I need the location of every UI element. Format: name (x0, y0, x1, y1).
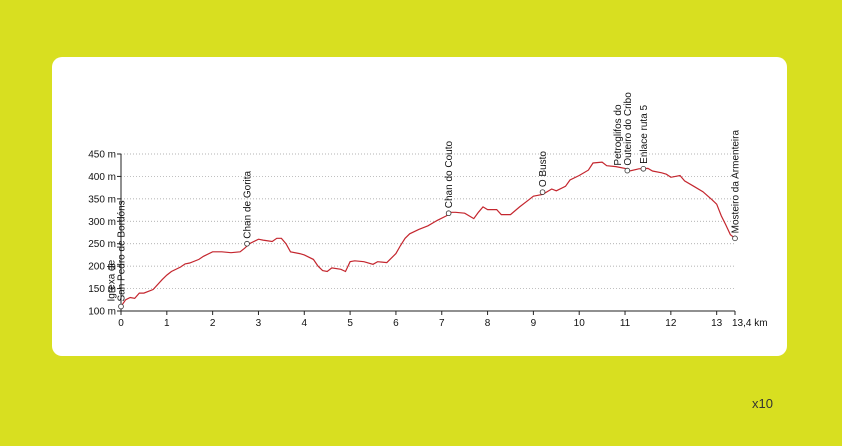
poi-marker (624, 167, 631, 174)
y-tick-label: 200 m (88, 262, 116, 273)
poi-marker (732, 235, 738, 242)
elevation-profile-chart: 100 m 150 m 200 m 250 m 300 m 350 m 400 m 450 m… (88, 92, 768, 329)
y-tick-label: 250 m (88, 239, 116, 250)
y-tick-label: 400 m (88, 172, 116, 183)
points-of-interest: Igrexa deSan Pedro de Bordóns Chan de Gor… (107, 92, 742, 310)
x-tick-label: 6 (393, 318, 399, 329)
poi-marker (118, 303, 124, 310)
grid (121, 153, 735, 289)
x-ticks: 0 1 2 3 4 5 6 7 8 9 10 11 12 13 13,4 km (118, 311, 768, 329)
x-tick-label: 4 (302, 318, 308, 329)
poi-label: Petroglifos doOuteiro do Cribo (613, 92, 634, 166)
elevation-profile-line (120, 161, 736, 307)
x-tick-label: 1 (164, 318, 170, 329)
x-tick-label: 2 (210, 318, 216, 329)
x-tick-label: 9 (531, 318, 537, 329)
chart-card: 100 m 150 m 200 m 250 m 300 m 350 m 400 m 450 m… (52, 57, 787, 356)
poi-label: Chan de Gorita (243, 170, 254, 238)
x-tick-label: 0 (118, 318, 124, 329)
poi-label: Enlace ruta 5 (639, 104, 650, 163)
x-tick-label: 12 (665, 318, 677, 329)
poi-marker (244, 240, 250, 247)
poi-label: O Busto (538, 151, 549, 188)
x-tick-label: 8 (485, 318, 491, 329)
y-tick-label: 450 m (88, 150, 116, 161)
y-tick-label: 300 m (88, 217, 116, 228)
x-tick-label: 13 (711, 318, 723, 329)
y-tick-label: 350 m (88, 194, 116, 205)
poi-marker (640, 166, 647, 172)
x-tick-label: 5 (347, 318, 353, 329)
poi-label: Igrexa deSan Pedro de Bordóns (107, 200, 128, 301)
poi-label: Chan do Couto (444, 141, 455, 209)
y-tick-label: 150 m (88, 284, 116, 295)
poi-marker (445, 210, 452, 217)
y-tick-label: 100 m (88, 307, 116, 318)
poi-label: Mosteiro da Armenteira (731, 130, 742, 234)
x-tick-label: 7 (439, 318, 445, 329)
x-tick-label: 13,4 km (732, 318, 768, 329)
footer-note: x10 (752, 396, 773, 411)
poi-marker (539, 189, 546, 195)
x-tick-label: 11 (620, 318, 631, 329)
x-tick-label: 10 (574, 318, 586, 329)
y-ticks: 100 m 150 m 200 m 250 m 300 m 350 m 400 m 450 m (88, 150, 121, 318)
x-tick-label: 3 (256, 318, 262, 329)
